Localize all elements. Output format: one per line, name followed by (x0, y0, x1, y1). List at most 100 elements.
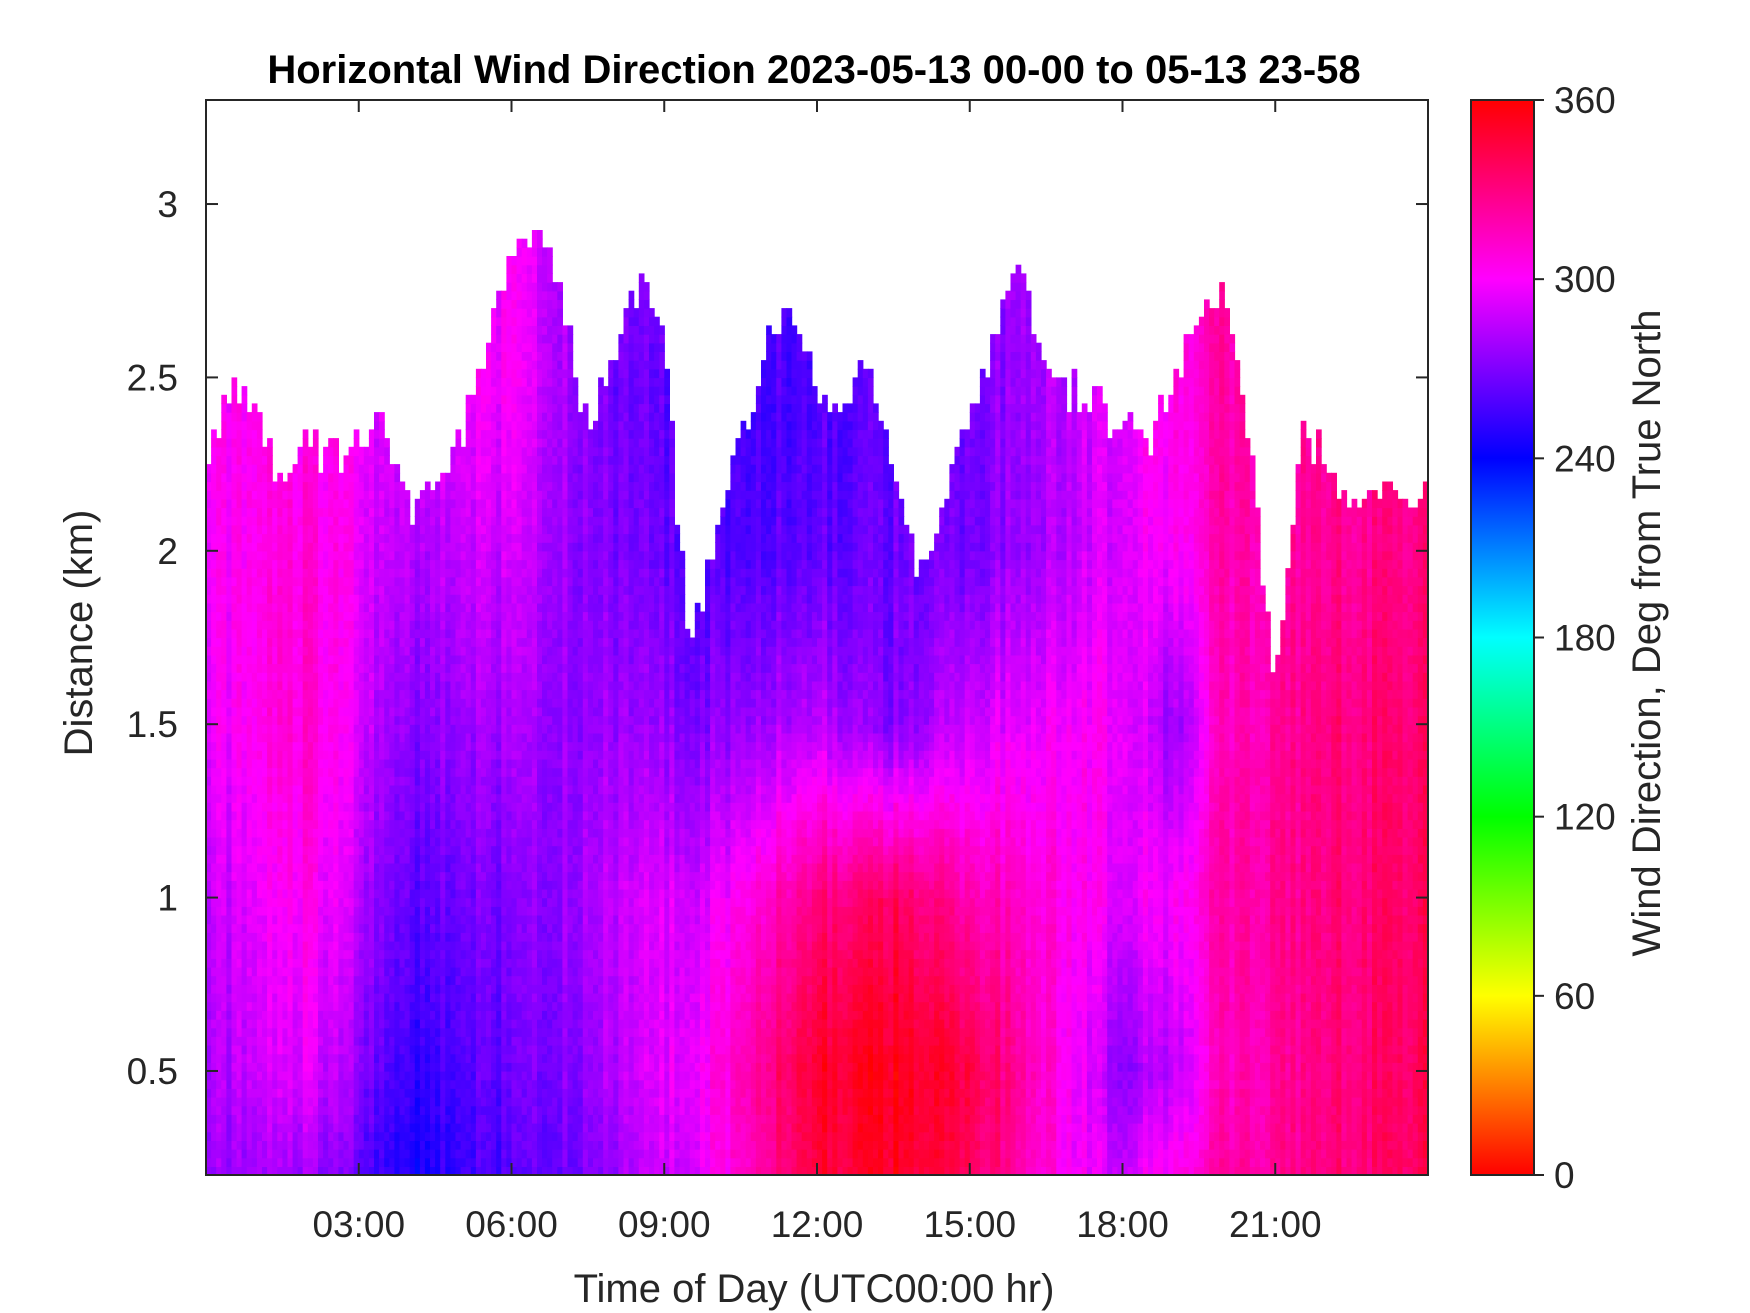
heatmap-cell (379, 542, 385, 552)
plot-area: 03:00 06:00 09:00 12:00 15:00 18:00 21:00 0.51… (127, 99, 1429, 1245)
heatmap-cell (226, 585, 233, 595)
heatmap-cell (292, 1114, 299, 1124)
heatmap-cell (267, 646, 273, 656)
heatmap-cell (440, 706, 446, 717)
heatmap-cell (460, 654, 467, 665)
heatmap-cell (384, 958, 390, 968)
heatmap-cell (363, 854, 370, 864)
heatmap-cell (226, 1166, 233, 1175)
heatmap-cell (297, 672, 304, 682)
heatmap-cell (338, 810, 345, 821)
heatmap-cell (251, 888, 258, 899)
heatmap-cell (460, 490, 467, 500)
heatmap-cell (358, 481, 365, 491)
heatmap-cell (384, 975, 390, 985)
heatmap-cell (318, 1010, 324, 1020)
heatmap-cell (414, 802, 421, 812)
heatmap-cell (389, 568, 395, 578)
heatmap-cell (450, 1053, 457, 1063)
heatmap-cell (221, 438, 227, 448)
heatmap-cell (302, 715, 309, 725)
heatmap-cell (221, 394, 227, 405)
heatmap-cell (409, 758, 416, 769)
heatmap-cell (216, 576, 222, 587)
heatmap-cell (353, 576, 360, 587)
heatmap-cell (241, 741, 248, 751)
heatmap-cell (338, 724, 345, 734)
heatmap-cell (211, 620, 217, 630)
heatmap-cell (221, 498, 227, 509)
heatmap-cell (440, 750, 446, 760)
heatmap-cell (491, 940, 497, 951)
heatmap-cell (496, 1053, 502, 1063)
heatmap-cell (389, 1088, 395, 1098)
heatmap-cell (475, 975, 482, 985)
heatmap-cell (211, 611, 217, 621)
heatmap-cell (414, 732, 421, 743)
heatmap-cell (455, 611, 462, 621)
heatmap-cell (486, 1019, 492, 1029)
heatmap-cell (460, 507, 467, 517)
heatmap-cell (251, 992, 258, 1003)
heatmap-cell (363, 576, 370, 587)
heatmap-cell (221, 646, 227, 656)
heatmap-cell (353, 715, 360, 725)
heatmap-cell (455, 1001, 462, 1011)
heatmap-cell (251, 1166, 258, 1175)
heatmap-cell (333, 750, 339, 760)
heatmap-cell (323, 819, 329, 829)
heatmap-cell (348, 828, 355, 838)
heatmap-cell (272, 758, 278, 769)
heatmap-cell (221, 1149, 227, 1159)
heatmap-cell (465, 1010, 472, 1020)
heatmap-cell (486, 741, 492, 751)
heatmap-cell (307, 966, 314, 977)
heatmap-cell (302, 923, 309, 933)
heatmap-cell (491, 828, 497, 838)
heatmap-cell (480, 706, 487, 717)
heatmap-cell (226, 958, 233, 968)
heatmap-cell (312, 680, 319, 691)
heatmap-cell (450, 1123, 457, 1133)
heatmap-cell (480, 602, 487, 613)
heatmap-cell (480, 802, 487, 812)
heatmap-cell (424, 871, 431, 881)
heatmap-cell (419, 689, 426, 699)
heatmap-cell (414, 1010, 421, 1020)
heatmap-cell (389, 1071, 395, 1081)
heatmap-cell (409, 897, 416, 907)
heatmap-cell (470, 420, 477, 431)
heatmap-cell (475, 888, 482, 899)
heatmap-cell (486, 464, 492, 474)
heatmap-cell (435, 1140, 441, 1150)
heatmap-cell (312, 819, 319, 829)
heatmap-cell (491, 845, 497, 855)
heatmap-cell (409, 672, 416, 682)
heatmap-cell (333, 576, 339, 587)
heatmap-cell (419, 966, 426, 977)
heatmap-cell (216, 854, 222, 864)
heatmap-cell (440, 698, 446, 708)
heatmap-cell (262, 706, 268, 717)
heatmap-cell (241, 1123, 248, 1133)
heatmap-cell (475, 836, 482, 847)
heatmap-cell (297, 1088, 304, 1098)
heatmap-cell (333, 871, 339, 881)
heatmap-cell (450, 1071, 457, 1081)
heatmap-cell (323, 932, 329, 942)
heatmap-cell (409, 923, 416, 933)
heatmap-cell (435, 984, 441, 994)
heatmap-cell (338, 1010, 345, 1020)
heatmap-cell (419, 992, 426, 1003)
heatmap-cell (328, 949, 334, 959)
heatmap-cell (440, 871, 446, 881)
heatmap-cell (496, 906, 502, 916)
heatmap-cell (231, 498, 238, 509)
heatmap-cell (475, 663, 482, 673)
heatmap-cell (496, 966, 502, 977)
heatmap-cell (394, 975, 401, 985)
heatmap-cell (221, 1105, 227, 1115)
heatmap-cell (450, 854, 457, 864)
heatmap-cell (333, 923, 339, 933)
heatmap-cell (424, 975, 431, 985)
